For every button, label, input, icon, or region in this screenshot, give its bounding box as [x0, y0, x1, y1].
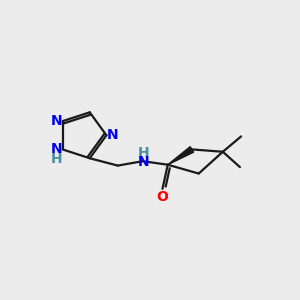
Polygon shape: [168, 147, 194, 165]
Text: O: O: [156, 190, 168, 204]
Text: N: N: [138, 155, 149, 169]
Text: N: N: [50, 114, 62, 128]
Text: N: N: [107, 128, 119, 142]
Text: N: N: [50, 142, 62, 156]
Text: H: H: [138, 146, 149, 160]
Text: H: H: [50, 152, 62, 166]
